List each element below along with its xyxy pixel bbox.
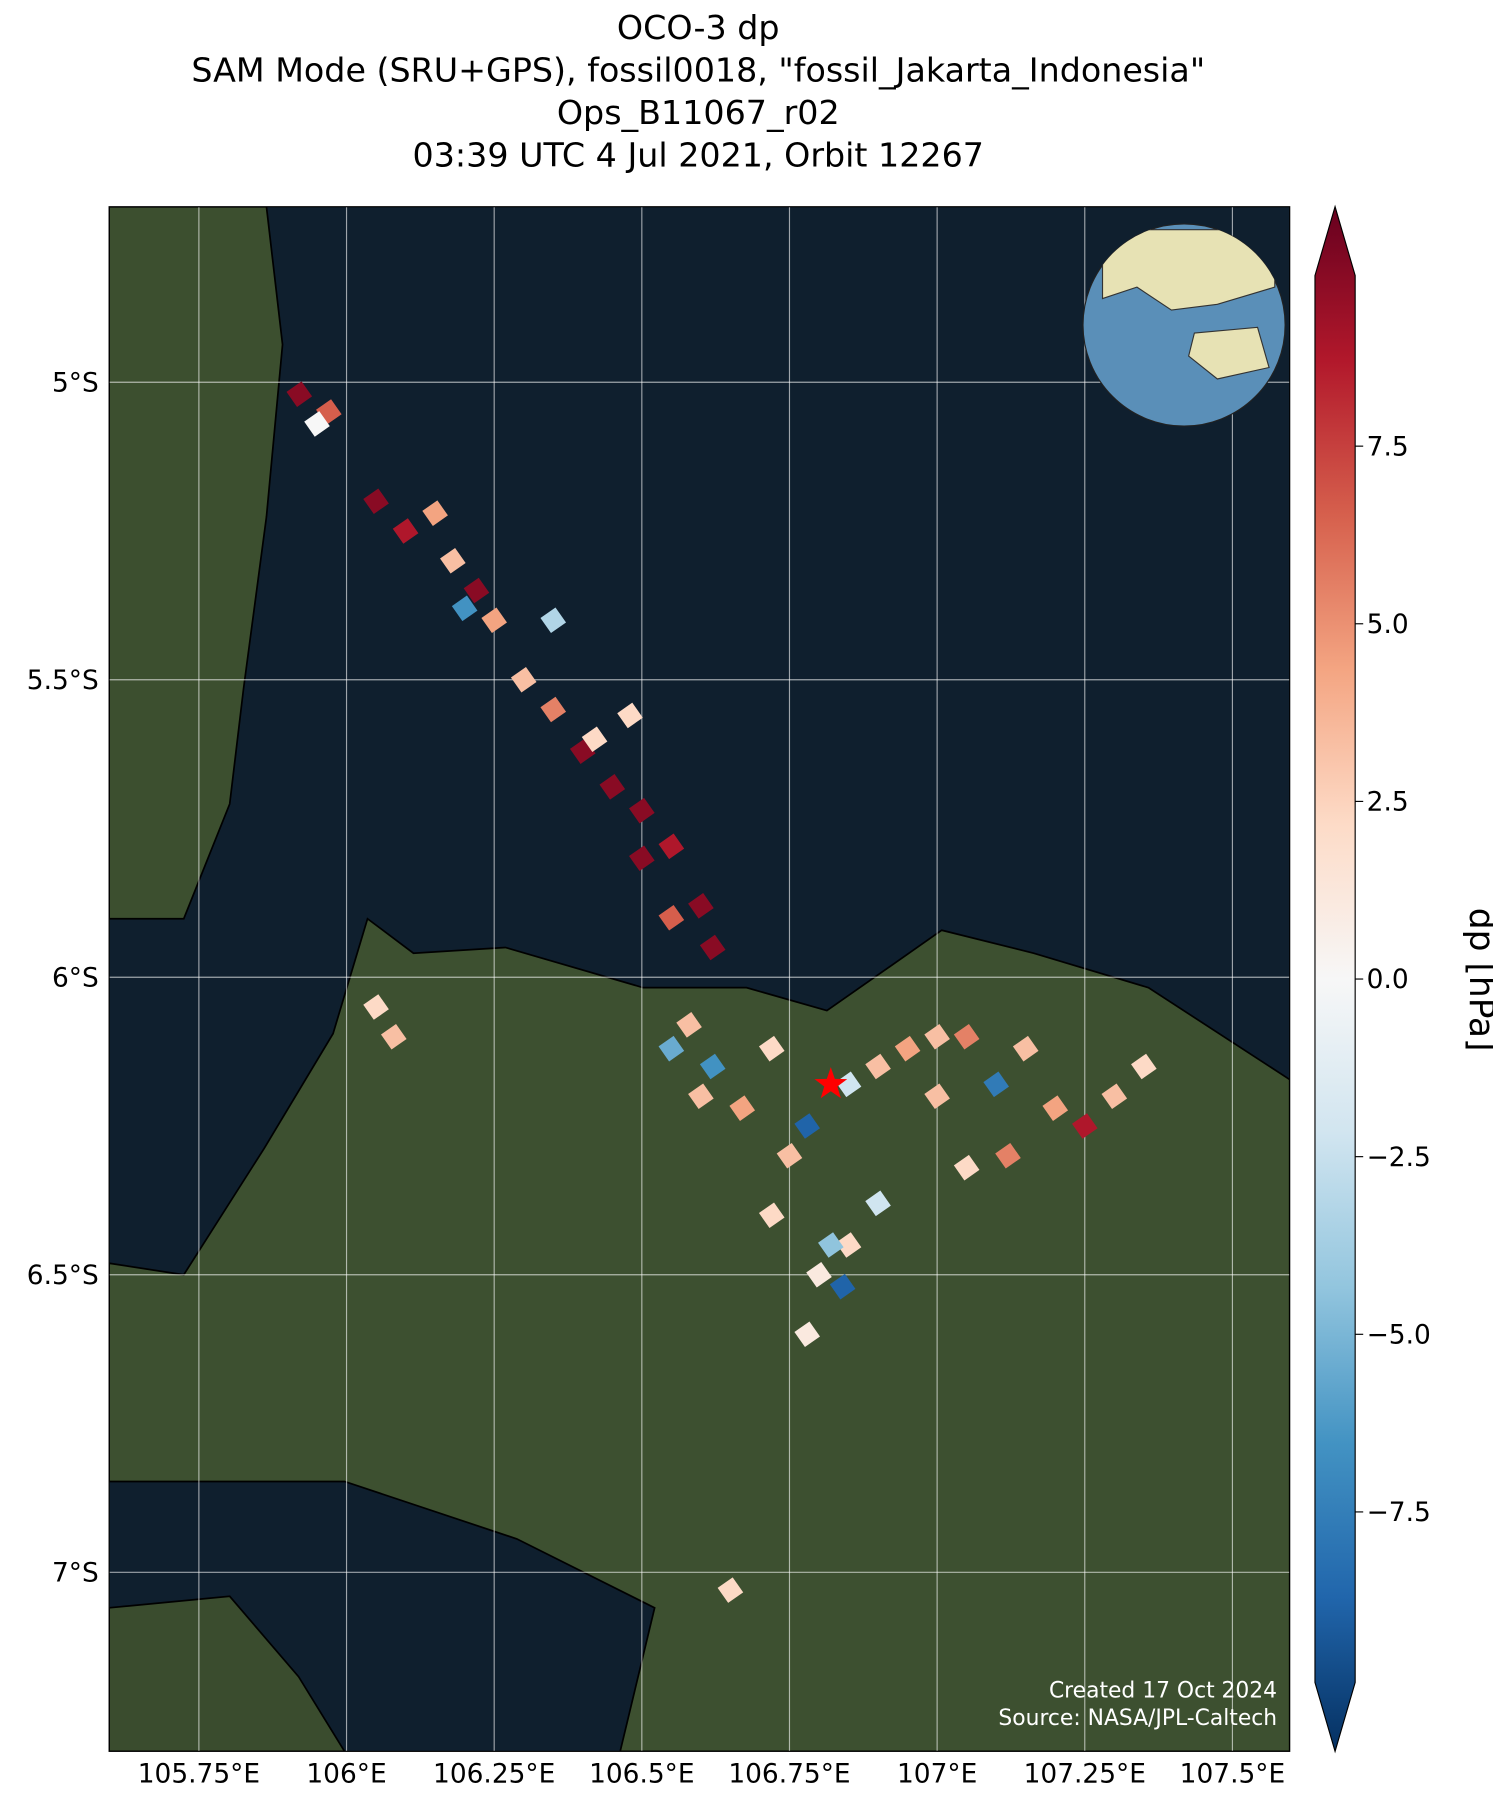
colorbar-tick-label: −2.5 — [1367, 1142, 1431, 1173]
cell — [363, 488, 389, 515]
grid — [109, 206, 1290, 1752]
cell — [463, 577, 490, 604]
cell — [688, 1083, 714, 1110]
cell — [924, 1023, 950, 1050]
chart-title: OCO-3 dp — [617, 8, 780, 47]
cell — [286, 381, 313, 407]
annotation: Source: NASA/JPL-Caltech — [998, 1706, 1277, 1731]
cell — [995, 1142, 1021, 1169]
x-tick-label: 107.25°E — [1024, 1758, 1146, 1789]
cell — [1131, 1053, 1157, 1080]
colorbar-tick-label: −5.0 — [1367, 1319, 1431, 1350]
cell — [617, 702, 643, 729]
cells — [286, 307, 1189, 1603]
cell — [818, 1232, 844, 1258]
cell — [510, 666, 537, 693]
cell — [540, 607, 567, 634]
cell — [865, 1053, 891, 1080]
colorbar-tick-label: 2.5 — [1367, 787, 1409, 818]
annotation: Created 17 Oct 2024 — [1049, 1678, 1277, 1703]
cell — [440, 547, 466, 574]
cell — [1071, 1113, 1098, 1139]
x-tick-label: 107.5°E — [1180, 1758, 1285, 1789]
cell — [835, 1071, 862, 1098]
cell — [776, 1142, 803, 1169]
cell — [865, 1190, 891, 1217]
chart-title: SAM Mode (SRU+GPS), fossil0018, "fossil_… — [191, 51, 1205, 90]
land-southwest — [109, 1595, 346, 1752]
y-tick-label: 5.5°S — [27, 665, 99, 696]
target-star — [814, 1067, 848, 1099]
cell — [451, 595, 478, 622]
land-java — [109, 917, 1290, 1752]
cell — [629, 845, 655, 872]
cell — [363, 994, 389, 1020]
cell — [392, 518, 419, 544]
axes: 105.75°E 106°E 106.25°E 106.5°E 106.75°E 107°… — [27, 367, 1285, 1789]
cell — [658, 904, 685, 931]
cell — [699, 934, 726, 961]
inset-land — [1101, 229, 1276, 380]
title-block: OCO-3 dp SAM Mode (SRU+GPS), fossil0018, … — [191, 8, 1205, 174]
cell — [688, 893, 714, 919]
y-tick-label: 6.5°S — [27, 1260, 99, 1291]
cell — [794, 1321, 820, 1348]
cell — [758, 1202, 785, 1229]
x-tick-label: 106.25°E — [433, 1758, 555, 1789]
cell — [481, 607, 507, 634]
cell — [1012, 1035, 1039, 1062]
cell — [794, 1113, 820, 1139]
cell — [422, 500, 448, 526]
cell — [658, 1035, 685, 1062]
chart-title: 03:39 UTC 4 Jul 2021, Orbit 12267 — [413, 136, 984, 175]
map-frame — [108, 206, 1291, 1752]
cell — [658, 833, 685, 860]
cell — [806, 1261, 832, 1288]
x-tick-label: 107°E — [897, 1758, 977, 1789]
cell — [1101, 1083, 1128, 1110]
cell — [835, 1232, 862, 1258]
x-tick-label: 105.75°E — [138, 1758, 260, 1789]
y-tick-label: 5°S — [52, 367, 99, 398]
colorbar-body — [1314, 204, 1356, 1754]
colorbar-tick-label: −7.5 — [1367, 1497, 1431, 1528]
x-tick-label: 106°E — [306, 1758, 386, 1789]
colorbar-tick-label: 5.0 — [1367, 609, 1409, 640]
x-tick-label: 106.75°E — [728, 1758, 850, 1789]
x-tick-label: 106.5°E — [589, 1758, 694, 1789]
map: Created 17 Oct 2024 Source: NASA/JPL-Cal… — [109, 206, 1290, 1752]
cell — [829, 1273, 856, 1300]
cell — [953, 1023, 980, 1050]
colorbar-label: dp [hPa] — [1461, 908, 1493, 1052]
colorbar-tick-label: 0.0 — [1367, 964, 1409, 995]
chart-title: Ops_B11067_r02 — [557, 93, 840, 132]
cell — [304, 411, 330, 437]
y-tick-label: 6°S — [52, 962, 99, 993]
colorbar-tick-label: 7.5 — [1367, 431, 1409, 462]
cell — [581, 726, 608, 753]
cell — [953, 1154, 980, 1181]
cell — [380, 1023, 407, 1050]
cell — [758, 1035, 785, 1062]
colorbar: 7.5 5.0 2.5 0.0 −2.5 −5.0 −7.5 — [1314, 204, 1431, 1754]
cell — [729, 1095, 756, 1121]
cell — [599, 774, 626, 800]
cell — [983, 1071, 1009, 1098]
cell — [924, 1083, 950, 1110]
y-tick-label: 7°S — [52, 1557, 99, 1588]
cell — [717, 1577, 744, 1603]
cell — [894, 1035, 921, 1062]
land-sumatra — [109, 206, 284, 920]
cell — [676, 1012, 702, 1038]
cell — [540, 696, 567, 723]
cell — [1042, 1095, 1069, 1121]
cell — [699, 1053, 726, 1080]
cell — [629, 797, 655, 824]
